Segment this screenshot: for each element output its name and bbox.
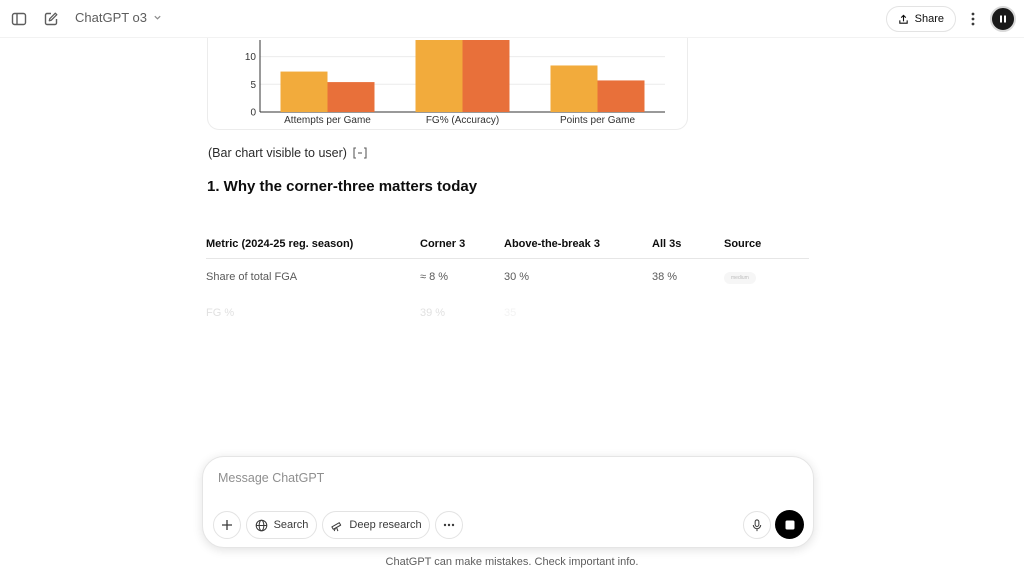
disclaimer-text: ChatGPT can make mistakes. Check importa…	[385, 556, 639, 568]
top-bar: ChatGPT o3 Share	[0, 0, 1024, 38]
microphone-icon	[752, 518, 762, 531]
bar	[597, 80, 645, 112]
source-chip[interactable]: medium	[724, 272, 756, 284]
new-chat-button[interactable]	[36, 4, 66, 34]
model-selector[interactable]: ChatGPT o3	[75, 10, 162, 25]
more-options-button[interactable]	[964, 4, 982, 34]
dictate-button[interactable]	[743, 511, 771, 539]
table-row: FG % 39 % 35	[206, 295, 809, 331]
table-header-row: Metric (2024-25 reg. season) Corner 3 Ab…	[206, 230, 809, 259]
top-bar-right: Share	[885, 4, 1016, 34]
sidebar-toggle-button[interactable]	[4, 4, 34, 34]
table-row: Share of total FGA ≈ 8 % 30 % 38 % mediu…	[206, 259, 809, 295]
chart-card: 0 5 10 Attempts per Game FG% (Accuracy) Point…	[207, 38, 688, 130]
bar	[280, 71, 328, 112]
model-label: ChatGPT o3	[75, 10, 148, 25]
stats-table: Metric (2024-25 reg. season) Corner 3 Ab…	[206, 230, 809, 331]
y-tick-label: 10	[245, 52, 257, 63]
y-tick-label: 5	[250, 80, 256, 91]
bar	[462, 40, 510, 112]
plus-icon	[222, 520, 232, 530]
horizontal-dots-icon	[443, 523, 455, 527]
pause-icon	[1000, 15, 1006, 23]
x-tick-label: FG% (Accuracy)	[426, 115, 499, 126]
table-header-cell: Above-the-break 3	[504, 238, 600, 250]
x-tick-label: Points per Game	[560, 115, 635, 126]
chevron-down-icon	[154, 15, 161, 20]
share-label: Share	[914, 13, 944, 25]
table-header-cell: Metric (2024-25 reg. season)	[206, 238, 354, 250]
vertical-dots-icon	[971, 12, 975, 26]
bar-chart: 0 5 10 Attempts per Game FG% (Accuracy) Point…	[245, 40, 665, 126]
bar	[550, 65, 598, 112]
deep-research-label: Deep research	[349, 519, 422, 531]
table-cell: ≈ 8 %	[420, 271, 449, 283]
y-tick-label: 0	[250, 108, 256, 119]
code-bracket-icon[interactable]	[352, 147, 368, 159]
deep-research-button[interactable]: Deep research	[322, 511, 430, 539]
table-cell: 38 %	[652, 271, 678, 283]
chart-caption: (Bar chart visible to user)	[208, 146, 368, 160]
table-cell: 39 %	[420, 307, 446, 319]
table-header-cell: Corner 3	[420, 238, 466, 250]
bar	[327, 82, 375, 112]
stop-icon	[785, 520, 794, 529]
table-cell: Share of total FGA	[206, 271, 298, 283]
section-heading: 1. Why the corner-three matters today	[207, 178, 478, 195]
table-cell: FG %	[206, 307, 235, 319]
compose-icon	[44, 12, 58, 26]
message-composer: Search Deep research	[202, 456, 814, 548]
share-button[interactable]: Share	[885, 6, 956, 32]
search-button[interactable]: Search	[246, 511, 317, 539]
message-input[interactable]	[218, 468, 778, 488]
more-tools-button[interactable]	[435, 511, 463, 539]
avatar[interactable]	[990, 6, 1016, 32]
globe-icon	[255, 519, 267, 531]
top-bar-left	[4, 4, 66, 34]
bar	[415, 40, 463, 112]
share-icon	[898, 14, 908, 24]
table-cell: medium	[724, 270, 809, 284]
table-header-cell: Source	[724, 238, 762, 250]
table-header-cell: All 3s	[652, 238, 682, 250]
add-attachment-button[interactable]	[213, 511, 241, 539]
sidebar-icon	[11, 12, 27, 26]
table-cell: 30 %	[504, 271, 530, 283]
table-cell: 35	[504, 307, 517, 319]
caption-text: (Bar chart visible to user)	[208, 146, 347, 160]
x-tick-label: Attempts per Game	[284, 115, 371, 126]
telescope-icon	[331, 521, 342, 531]
stop-generating-button[interactable]	[775, 510, 804, 539]
search-label: Search	[273, 519, 309, 531]
